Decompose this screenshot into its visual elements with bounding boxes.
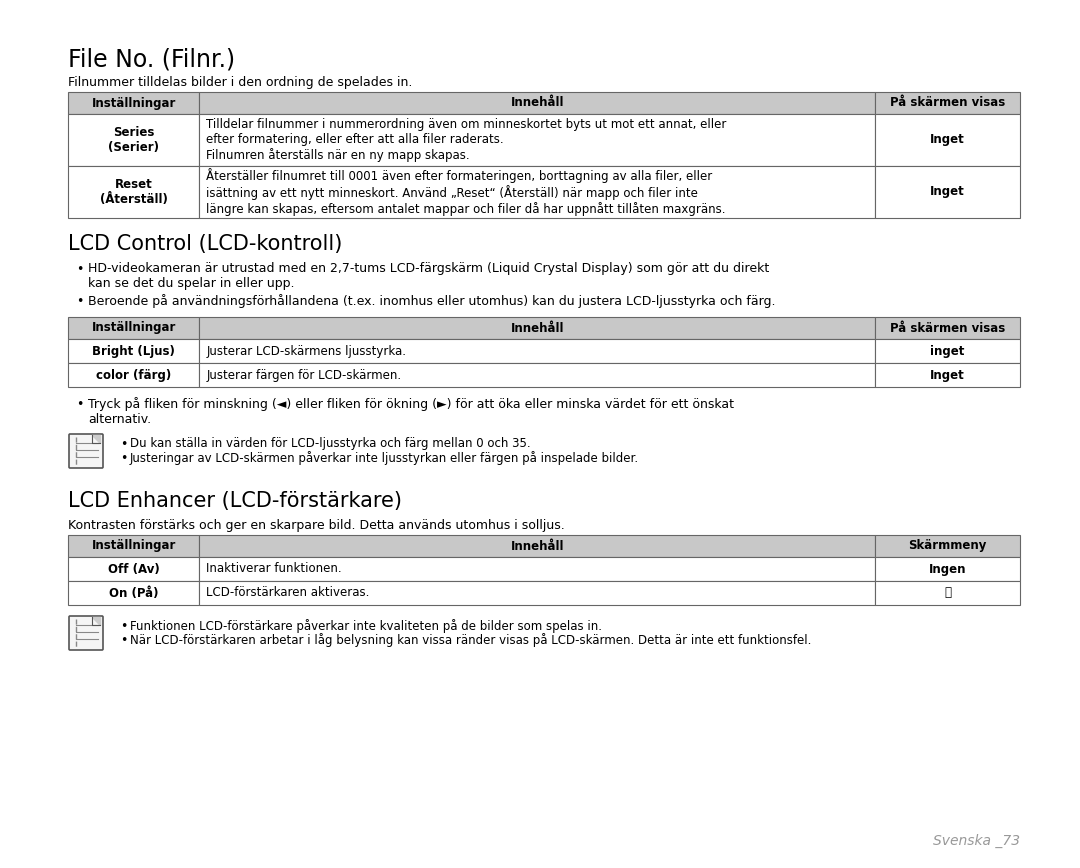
Text: HD-videokameran är utrustad med en 2,7-tums LCD-färgskärm (Liquid Crystal Displa: HD-videokameran är utrustad med en 2,7-t…	[87, 262, 769, 290]
Text: Tryck på fliken för minskning (◄) eller fliken för ökning (►) för att öka eller : Tryck på fliken för minskning (◄) eller …	[87, 397, 734, 426]
Bar	[200, 581, 875, 605]
Text: Återställer filnumret till 0001 även efter formateringen, borttagning av alla fi: Återställer filnumret till 0001 även eft…	[206, 168, 726, 216]
Text: Filnummer tilldelas bilder i den ordning de spelades in.: Filnummer tilldelas bilder i den ordning…	[68, 76, 413, 89]
Text: Inget: Inget	[930, 186, 966, 199]
Bar	[875, 557, 1020, 581]
Text: •: •	[120, 620, 127, 633]
Text: Justerar färgen för LCD-skärmen.: Justerar färgen för LCD-skärmen.	[206, 369, 402, 382]
Text: •: •	[76, 263, 83, 276]
Text: Ingen: Ingen	[929, 562, 967, 575]
Text: Reset
(Återställ): Reset (Återställ)	[99, 178, 167, 206]
Polygon shape	[92, 435, 100, 443]
Bar	[68, 581, 200, 605]
Text: •: •	[120, 634, 127, 647]
Text: Beroende på användningsförhållandena (t.ex. inomhus eller utomhus) kan du juster: Beroende på användningsförhållandena (t.…	[87, 294, 775, 308]
Text: Off (Av): Off (Av)	[108, 562, 160, 575]
Text: File No. (Filnr.): File No. (Filnr.)	[68, 48, 235, 72]
Text: Innehåll: Innehåll	[511, 96, 564, 109]
Bar	[875, 363, 1020, 387]
Text: På skärmen visas: På skärmen visas	[890, 96, 1005, 109]
Text: Innehåll: Innehåll	[511, 321, 564, 334]
Text: •: •	[76, 295, 83, 308]
Bar	[68, 92, 200, 114]
Text: Innehåll: Innehåll	[511, 540, 564, 553]
Bar	[68, 317, 200, 339]
Bar	[875, 92, 1020, 114]
Bar	[200, 363, 875, 387]
Bar	[68, 535, 200, 557]
Text: På skärmen visas: På skärmen visas	[890, 321, 1005, 334]
Text: color (färg): color (färg)	[96, 369, 172, 382]
Bar	[200, 557, 875, 581]
Bar	[875, 581, 1020, 605]
Text: Tilldelar filnummer i nummerordning även om minneskortet byts ut mot ett annat, : Tilldelar filnummer i nummerordning även…	[206, 118, 727, 162]
Bar	[200, 166, 875, 218]
Bar	[875, 317, 1020, 339]
Bar	[200, 339, 875, 363]
Text: Inaktiverar funktionen.: Inaktiverar funktionen.	[206, 562, 342, 575]
Text: •: •	[120, 452, 127, 465]
Bar	[875, 114, 1020, 166]
Text: När LCD-förstärkaren arbetar i låg belysning kan vissa ränder visas på LCD-skärm: När LCD-förstärkaren arbetar i låg belys…	[130, 633, 811, 647]
Text: Inget: Inget	[930, 134, 966, 147]
Bar	[200, 535, 875, 557]
Text: On (På): On (På)	[109, 587, 159, 600]
Text: Justerar LCD-skärmens ljusstyrka.: Justerar LCD-skärmens ljusstyrka.	[206, 345, 406, 358]
Bar	[68, 339, 200, 363]
FancyBboxPatch shape	[69, 434, 103, 468]
Text: inget: inget	[931, 345, 964, 358]
Bar	[68, 557, 200, 581]
Text: LCD Control (LCD-kontroll): LCD Control (LCD-kontroll)	[68, 234, 342, 254]
Bar	[875, 535, 1020, 557]
Text: ⎙: ⎙	[944, 587, 951, 600]
Text: Kontrasten förstärks och ger en skarpare bild. Detta används utomhus i solljus.: Kontrasten förstärks och ger en skarpare…	[68, 519, 565, 532]
Bar	[200, 114, 875, 166]
Text: Inställningar: Inställningar	[92, 540, 176, 553]
Text: Svenska _73: Svenska _73	[933, 834, 1020, 848]
Bar	[68, 363, 200, 387]
Text: Justeringar av LCD-skärmen påverkar inte ljusstyrkan eller färgen på inspelade b: Justeringar av LCD-skärmen påverkar inte…	[130, 451, 639, 465]
Text: Inställningar: Inställningar	[92, 321, 176, 334]
Text: •: •	[76, 398, 83, 411]
Text: •: •	[120, 438, 127, 451]
Text: LCD Enhancer (LCD-förstärkare): LCD Enhancer (LCD-förstärkare)	[68, 491, 402, 511]
Bar	[200, 317, 875, 339]
Text: Funktionen LCD-förstärkare påverkar inte kvaliteten på de bilder som spelas in.: Funktionen LCD-förstärkare påverkar inte…	[130, 619, 602, 633]
Text: Inställningar: Inställningar	[92, 96, 176, 109]
Text: Du kan ställa in värden för LCD-ljusstyrka och färg mellan 0 och 35.: Du kan ställa in värden för LCD-ljusstyr…	[130, 437, 530, 450]
FancyBboxPatch shape	[69, 616, 103, 650]
Text: Skärmmeny: Skärmmeny	[908, 540, 987, 553]
Text: Bright (Ljus): Bright (Ljus)	[92, 345, 175, 358]
Polygon shape	[92, 617, 100, 625]
Text: Inget: Inget	[930, 369, 966, 382]
Bar	[68, 114, 200, 166]
Bar	[875, 166, 1020, 218]
Bar	[875, 339, 1020, 363]
Bar	[200, 92, 875, 114]
Bar	[68, 166, 200, 218]
Text: LCD-förstärkaren aktiveras.: LCD-förstärkaren aktiveras.	[206, 587, 369, 600]
Text: Series
(Serier): Series (Serier)	[108, 126, 159, 154]
